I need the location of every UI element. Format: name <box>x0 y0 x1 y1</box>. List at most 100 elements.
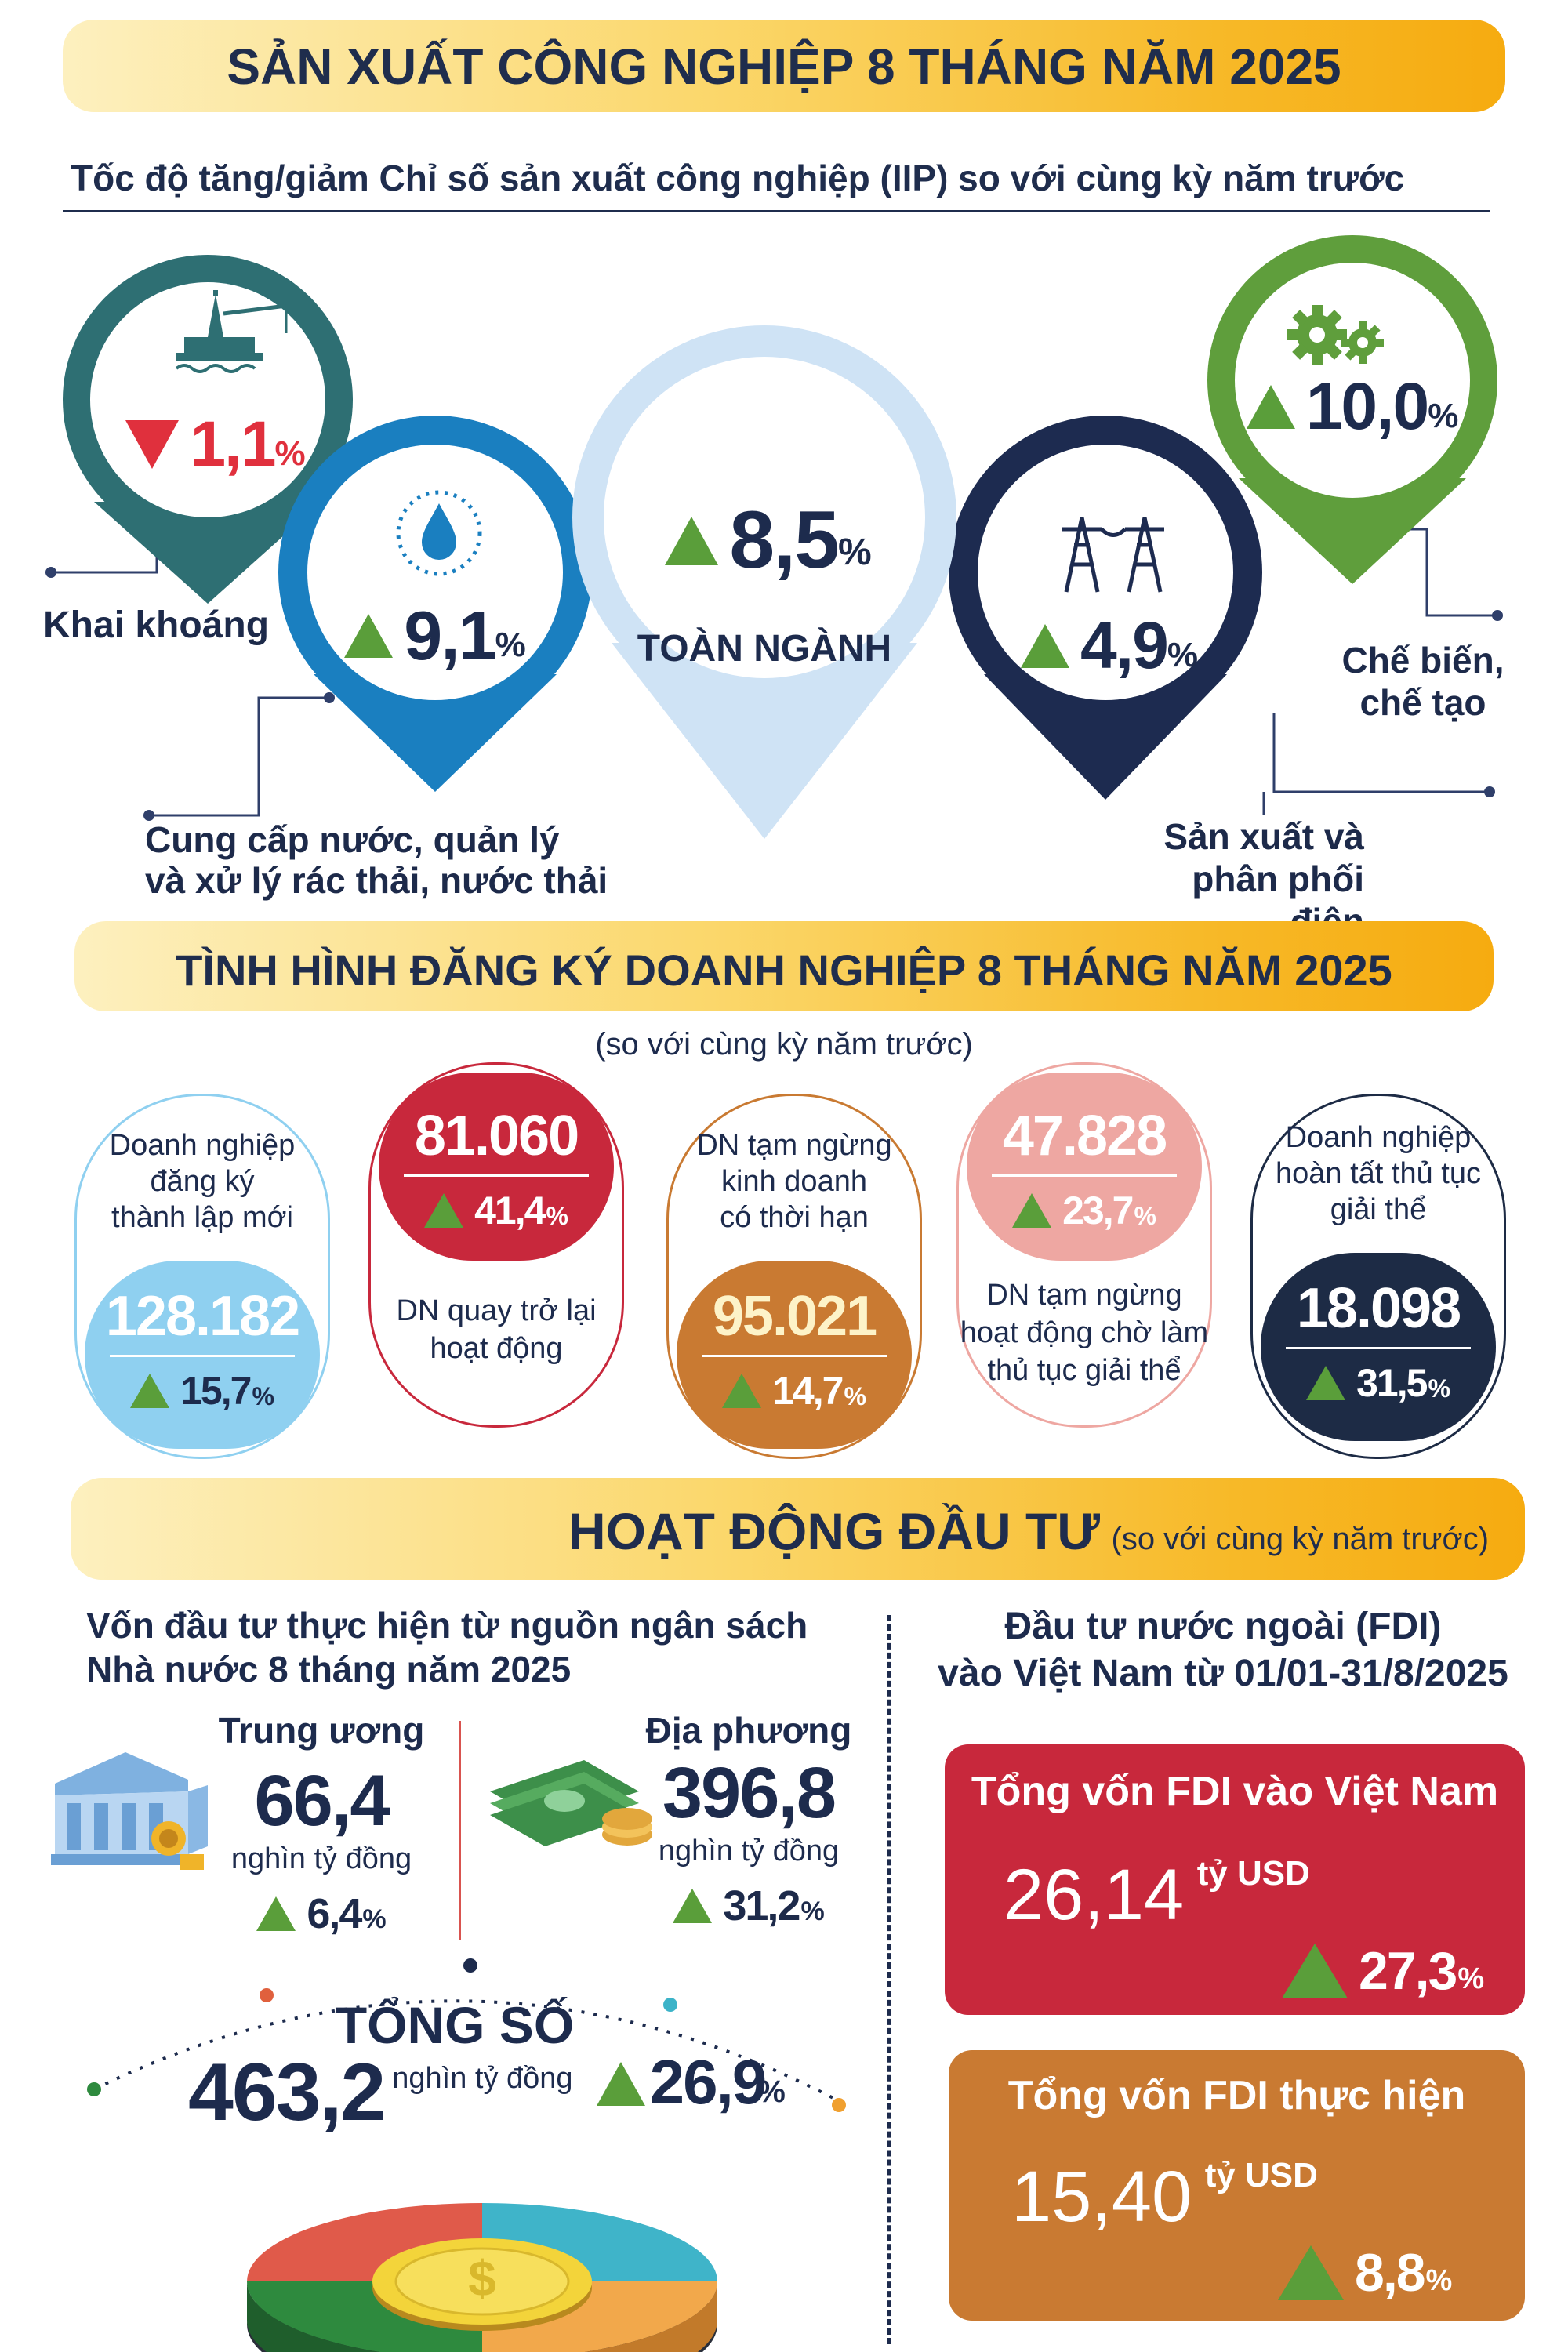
fdi-registered-change: 27,3 <box>1359 1941 1457 2001</box>
pending-label-2: hoạt động chờ làm <box>960 1316 1209 1349</box>
investment-note: (so với cùng kỳ năm trước) <box>1111 1522 1490 1556</box>
up-triangle-icon <box>1282 1944 1348 1998</box>
dissolved-label-3: giải thể <box>1330 1193 1427 1226</box>
suspended-label-3: có thời hạn <box>720 1201 869 1234</box>
total-invest-unit: nghìn tỷ đồng <box>392 2062 573 2095</box>
returned-unit: % <box>546 1201 568 1230</box>
up-triangle-icon <box>344 614 394 658</box>
local-label: Địa phương <box>645 1710 852 1751</box>
dissolved-value: 18.098 <box>1296 1277 1461 1340</box>
pending-unit: % <box>1134 1201 1156 1230</box>
water-label-line2: và xử lý rác thải, nước thải <box>145 860 608 901</box>
up-triangle-icon <box>673 1889 713 1923</box>
electricity-label: Sản xuất và phân phối điện <box>1121 815 1364 942</box>
total-arc-coin: $ <box>87 1958 848 2352</box>
fdi-registered-unit: tỷ USD <box>1196 1854 1310 1893</box>
water-label-line1: Cung cấp nước, quản lý <box>145 819 560 860</box>
local-change-row: 31,2% <box>635 1882 862 1930</box>
page-title: SẢN XUẤT CÔNG NGHIỆP 8 THÁNG NĂM 2025 <box>227 38 1341 95</box>
up-triangle-icon <box>1306 1366 1346 1400</box>
fdi-disbursed-pct: % <box>1425 2263 1453 2297</box>
suspended-label-2: kinh doanh <box>721 1165 867 1198</box>
business-title: TÌNH HÌNH ĐĂNG KÝ DOANH NGHIỆP 8 THÁNG N… <box>176 946 1392 995</box>
coin-ring: $ <box>247 2203 717 2352</box>
dissolved-unit: % <box>1428 1374 1450 1403</box>
electricity-label-line1: Sản xuất và <box>1163 816 1364 857</box>
dissolved-label-2: hoàn tất thủ tục <box>1276 1157 1481 1190</box>
budget-title: Vốn đầu tư thực hiện từ nguồn ngân sách … <box>86 1603 808 1691</box>
iip-subtitle: Tốc độ tăng/giảm Chỉ số sản xuất công ng… <box>71 158 1405 198</box>
fdi-registered-pct: % <box>1457 1962 1485 1995</box>
mining-stat: 1,1% <box>118 408 314 481</box>
suspended-change: 14,7 <box>772 1369 844 1413</box>
fdi-disbursed-change: 8,8 <box>1355 2243 1426 2303</box>
up-triangle-icon <box>130 1374 170 1408</box>
water-label: Cung cấp nước, quản lý và xử lý rác thải… <box>145 819 608 901</box>
budget-divider <box>459 1721 461 1940</box>
total-value: 8,5 <box>729 495 840 586</box>
up-triangle-icon <box>596 2062 645 2106</box>
total-stat: 8,5% <box>643 494 894 587</box>
investment-title: HOẠT ĐỘNG ĐẦU TƯ <box>568 1502 1101 1560</box>
pending-change: 23,7 <box>1062 1189 1134 1232</box>
section-banner-business <box>74 921 1494 1011</box>
pending-value: 47.828 <box>1002 1105 1167 1167</box>
manufacturing-stat: 10,0% <box>1235 368 1470 445</box>
total-unit: % <box>837 532 872 573</box>
mining-label: Khai khoáng <box>43 604 270 646</box>
new-label-2: đăng ký <box>150 1165 255 1198</box>
returned-value: 81.060 <box>414 1105 579 1167</box>
fdi-title-2: vào Việt Nam từ 01/01-31/8/2025 <box>938 1653 1508 1694</box>
total-label: TOÀN NGÀNH <box>637 628 892 670</box>
money-icon <box>490 1760 652 1846</box>
manufacturing-label-line1: Chế biến, <box>1341 640 1504 681</box>
suspended-value: 95.021 <box>712 1285 877 1348</box>
local-value: 396,8 <box>662 1753 837 1833</box>
new-change: 15,7 <box>180 1369 252 1413</box>
suspended-label-1: DN tạm ngừng <box>696 1129 892 1162</box>
new-value: 128.182 <box>105 1285 300 1348</box>
manufacturing-label: Chế biến, chế tạo <box>1333 639 1513 724</box>
fdi-registered-value: 26,14 <box>1004 1855 1185 1935</box>
fdi-disbursed-label: Tổng vốn FDI thực hiện <box>1007 2073 1466 2118</box>
fdi-title-1: Đầu tư nước ngoài (FDI) <box>1004 1606 1442 1647</box>
total-invest-pct: % <box>757 2074 786 2109</box>
up-triangle-icon <box>1021 623 1070 668</box>
card-pending-dissolution: 47.828 23,7% DN tạm ngừng hoạt động chờ … <box>956 1062 1212 1428</box>
total-invest-change: 26,9 <box>649 2047 768 2117</box>
central-label: Trung ương <box>218 1710 425 1751</box>
local-pct: % <box>800 1896 825 1926</box>
electricity-unit: % <box>1167 635 1198 674</box>
mining-value: 1,1 <box>190 408 276 480</box>
fdi-registered-label: Tổng vốn FDI vào Việt Nam <box>971 1769 1499 1814</box>
total-invest-value: 463,2 <box>188 2047 386 2138</box>
up-triangle-icon <box>665 516 719 565</box>
returned-label-2: hoạt động <box>430 1332 563 1365</box>
business-note: (so với cùng kỳ năm trước) <box>595 1027 973 1062</box>
new-label-3: thành lập mới <box>111 1201 293 1234</box>
pin-manufacturing <box>1207 235 1497 584</box>
up-triangle-icon <box>1278 2245 1344 2300</box>
section-banner-industry <box>63 20 1505 112</box>
central-value: 66,4 <box>254 1761 390 1841</box>
oil-rig-icon <box>176 290 288 373</box>
water-value: 9,1 <box>404 597 496 674</box>
budget-title-2: Nhà nước 8 tháng năm 2025 <box>86 1649 572 1690</box>
returned-label-1: DN quay trở lại <box>396 1294 597 1327</box>
subtitle-underline <box>63 210 1490 212</box>
pin-total <box>572 325 956 839</box>
up-triangle-icon <box>424 1193 464 1228</box>
central-unit: nghìn tỷ đồng <box>230 1842 412 1875</box>
card-returned-business: 81.060 41,4% DN quay trở lại hoạt động <box>368 1062 624 1428</box>
gears-icon <box>1287 305 1384 365</box>
central-change: 6,4 <box>307 1890 362 1937</box>
manufacturing-label-line2: chế tạo <box>1359 682 1486 723</box>
up-triangle-icon <box>1012 1193 1052 1228</box>
suspended-unit: % <box>844 1381 866 1410</box>
mining-unit: % <box>274 434 306 473</box>
water-drop-icon <box>396 490 482 576</box>
dissolved-label-1: Doanh nghiệp <box>1285 1121 1472 1154</box>
up-triangle-icon <box>256 1896 296 1931</box>
down-triangle-icon <box>125 420 180 469</box>
returned-change: 41,4 <box>474 1189 546 1232</box>
